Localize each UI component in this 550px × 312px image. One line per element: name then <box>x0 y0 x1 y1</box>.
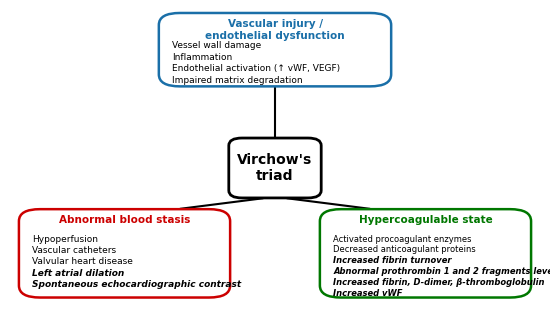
Text: Activated procoagulant enzymes: Activated procoagulant enzymes <box>333 235 471 244</box>
Text: Vascular injury /
endothelial dysfunction: Vascular injury / endothelial dysfunctio… <box>205 19 345 41</box>
FancyBboxPatch shape <box>19 209 230 298</box>
FancyBboxPatch shape <box>320 209 531 298</box>
Text: Virchow's
triad: Virchow's triad <box>238 153 312 183</box>
Text: Abnormal blood stasis: Abnormal blood stasis <box>59 215 190 225</box>
Text: Hypercoagulable state: Hypercoagulable state <box>359 215 492 225</box>
Text: Abnormal prothrombin 1 and 2 fragments levels: Abnormal prothrombin 1 and 2 fragments l… <box>333 267 550 276</box>
Text: Vascular catheters: Vascular catheters <box>32 246 116 255</box>
Text: Endothelial activation (↑ vWF, VEGF): Endothelial activation (↑ vWF, VEGF) <box>172 64 340 73</box>
FancyBboxPatch shape <box>229 138 321 198</box>
Text: Spontaneous echocardiographic contrast: Spontaneous echocardiographic contrast <box>32 280 241 289</box>
Text: Increased fibrin turnover: Increased fibrin turnover <box>333 256 452 265</box>
Text: Valvular heart disease: Valvular heart disease <box>32 257 133 266</box>
Text: Left atrial dilation: Left atrial dilation <box>32 269 124 278</box>
Text: Increased vWF: Increased vWF <box>333 289 403 298</box>
Text: Increased fibrin, D-dimer, β-thromboglobulin: Increased fibrin, D-dimer, β-thromboglob… <box>333 278 544 287</box>
FancyBboxPatch shape <box>159 13 391 86</box>
Text: Vessel wall damage: Vessel wall damage <box>172 41 261 51</box>
Text: Inflammation: Inflammation <box>172 53 232 62</box>
Text: Hypoperfusion: Hypoperfusion <box>32 235 98 244</box>
Text: Impaired matrix degradation: Impaired matrix degradation <box>172 76 302 85</box>
Text: Decreased anticoagulant proteins: Decreased anticoagulant proteins <box>333 246 476 254</box>
